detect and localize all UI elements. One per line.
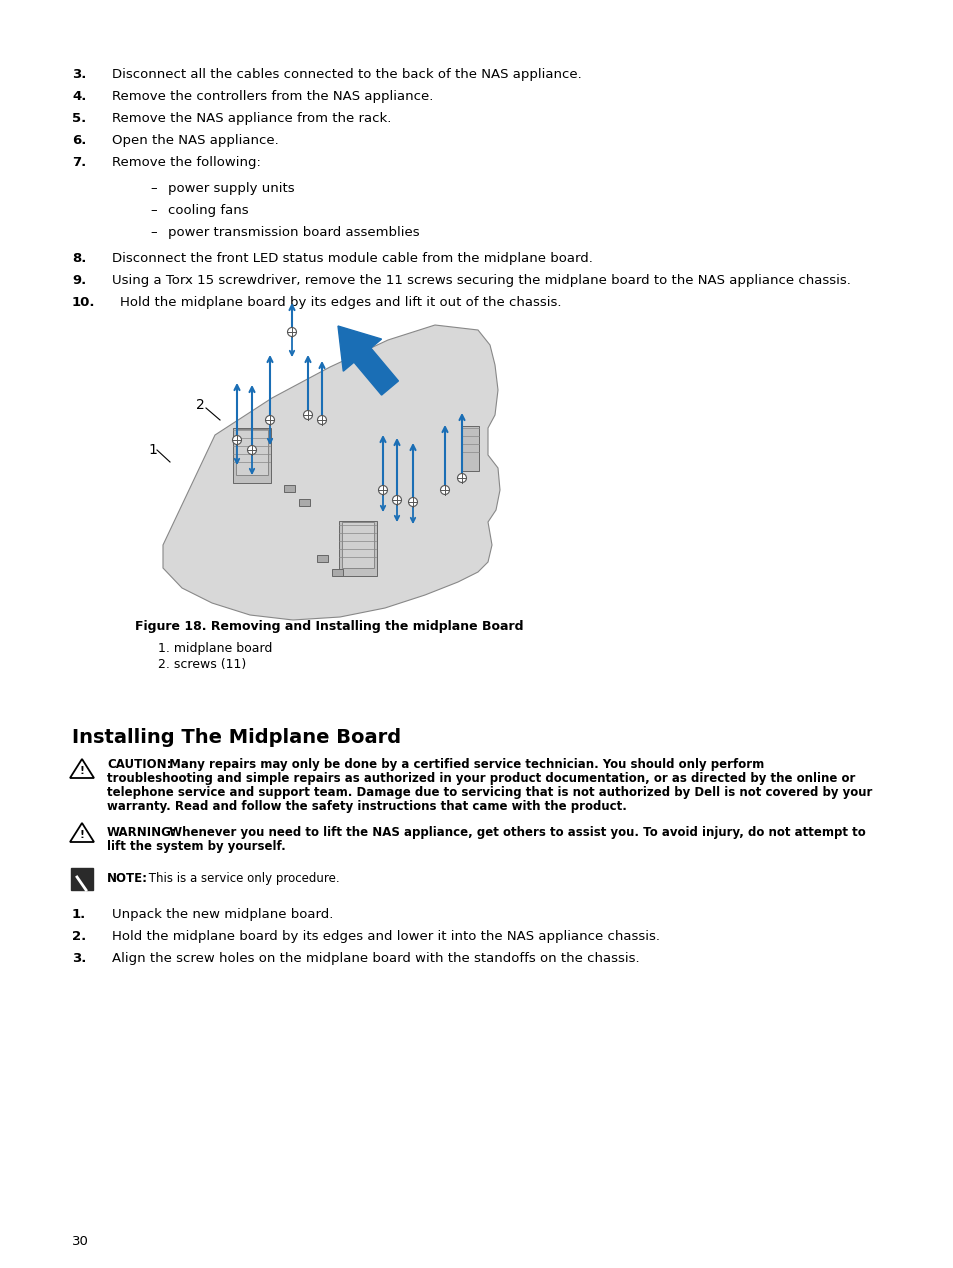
Text: lift the system by yourself.: lift the system by yourself.: [107, 839, 286, 853]
Text: Open the NAS appliance.: Open the NAS appliance.: [112, 134, 278, 147]
Text: Whenever you need to lift the NAS appliance, get others to assist you. To avoid : Whenever you need to lift the NAS applia…: [165, 825, 864, 839]
Text: Many repairs may only be done by a certified service technician. You should only: Many repairs may only be done by a certi…: [165, 758, 763, 771]
Circle shape: [378, 486, 387, 495]
Circle shape: [408, 497, 417, 506]
Polygon shape: [163, 325, 499, 620]
Text: Installing The Midplane Board: Installing The Midplane Board: [71, 728, 400, 747]
Text: –: –: [150, 226, 156, 238]
Text: cooling fans: cooling fans: [168, 204, 249, 217]
Text: 10.: 10.: [71, 295, 95, 309]
Text: 6.: 6.: [71, 134, 87, 147]
Text: Remove the NAS appliance from the rack.: Remove the NAS appliance from the rack.: [112, 112, 391, 126]
Bar: [71, 869, 92, 890]
Text: 3.: 3.: [71, 952, 87, 965]
FancyArrow shape: [337, 326, 398, 396]
Text: Remove the following:: Remove the following:: [112, 156, 260, 169]
Text: 3.: 3.: [71, 68, 87, 81]
Bar: [333, 568, 343, 576]
Text: 1: 1: [148, 443, 156, 456]
Text: Remove the controllers from the NAS appliance.: Remove the controllers from the NAS appl…: [112, 90, 433, 103]
Circle shape: [247, 445, 256, 454]
Text: –: –: [150, 204, 156, 217]
Text: 4.: 4.: [71, 90, 87, 103]
Circle shape: [303, 411, 313, 420]
Text: 8.: 8.: [71, 252, 87, 265]
Text: CAUTION:: CAUTION:: [107, 758, 172, 771]
Text: Disconnect the front LED status module cable from the midplane board.: Disconnect the front LED status module c…: [112, 252, 592, 265]
Bar: [235, 429, 268, 476]
Bar: [233, 427, 271, 483]
Circle shape: [233, 435, 241, 445]
Text: power transmission board assemblies: power transmission board assemblies: [168, 226, 419, 238]
Text: telephone service and support team. Damage due to servicing that is not authoriz: telephone service and support team. Dama…: [107, 786, 871, 799]
Bar: [460, 426, 478, 470]
Circle shape: [265, 416, 274, 425]
Text: NOTE:: NOTE:: [107, 872, 148, 885]
Text: 2: 2: [195, 398, 205, 412]
Text: 9.: 9.: [71, 274, 86, 287]
Text: 1. midplane board: 1. midplane board: [158, 642, 273, 656]
Text: Unpack the new midplane board.: Unpack the new midplane board.: [112, 908, 333, 921]
Text: troubleshooting and simple repairs as authorized in your product documentation, : troubleshooting and simple repairs as au…: [107, 772, 855, 785]
Bar: [299, 498, 310, 506]
Bar: [284, 484, 295, 492]
Text: Disconnect all the cables connected to the back of the NAS appliance.: Disconnect all the cables connected to t…: [112, 68, 581, 81]
Text: !: !: [79, 766, 85, 776]
Circle shape: [457, 473, 466, 483]
Text: WARNING:: WARNING:: [107, 825, 176, 839]
Text: Align the screw holes on the midplane board with the standoffs on the chassis.: Align the screw holes on the midplane bo…: [112, 952, 639, 965]
Bar: [338, 520, 376, 576]
Text: !: !: [79, 831, 85, 839]
Circle shape: [317, 416, 326, 425]
Text: 2.: 2.: [71, 929, 86, 943]
Text: 2. screws (11): 2. screws (11): [158, 658, 246, 671]
Text: 1.: 1.: [71, 908, 86, 921]
Text: power supply units: power supply units: [168, 183, 294, 195]
Text: Hold the midplane board by its edges and lower it into the NAS appliance chassis: Hold the midplane board by its edges and…: [112, 929, 659, 943]
Text: 5.: 5.: [71, 112, 86, 126]
Bar: [341, 522, 374, 568]
Text: Hold the midplane board by its edges and lift it out of the chassis.: Hold the midplane board by its edges and…: [120, 295, 561, 309]
Text: Using a Torx 15 screwdriver, remove the 11 screws securing the midplane board to: Using a Torx 15 screwdriver, remove the …: [112, 274, 850, 287]
Text: warranty. Read and follow the safety instructions that came with the product.: warranty. Read and follow the safety ins…: [107, 800, 626, 813]
Text: This is a service only procedure.: This is a service only procedure.: [145, 872, 339, 885]
Text: 30: 30: [71, 1235, 89, 1248]
Text: –: –: [150, 183, 156, 195]
Bar: [317, 554, 328, 562]
Circle shape: [440, 486, 449, 495]
Circle shape: [287, 327, 296, 336]
Circle shape: [392, 496, 401, 505]
Text: 7.: 7.: [71, 156, 86, 169]
Text: Figure 18. Removing and Installing the midplane Board: Figure 18. Removing and Installing the m…: [135, 620, 523, 633]
